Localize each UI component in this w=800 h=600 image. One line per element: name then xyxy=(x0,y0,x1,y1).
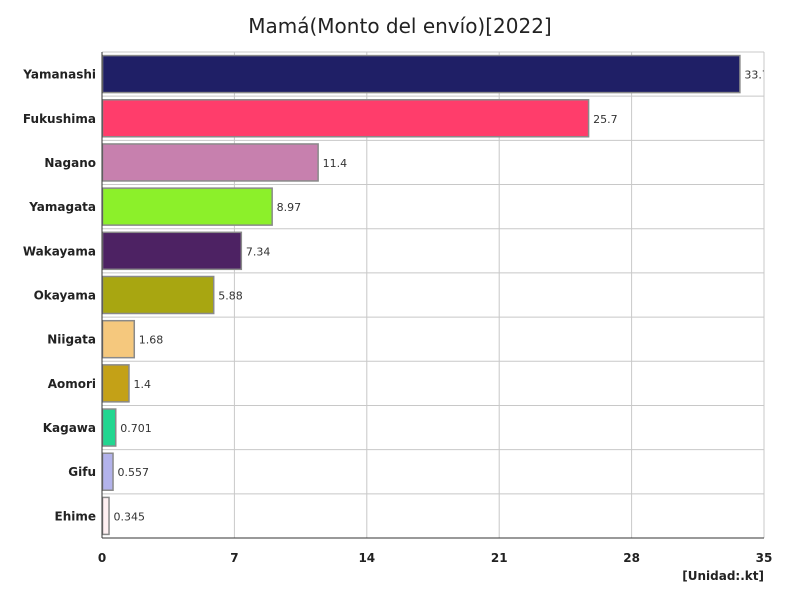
category-label: Ehime xyxy=(55,509,97,523)
bar-yamagata xyxy=(102,187,273,226)
bar-yamanashi xyxy=(102,54,741,94)
category-label: Yamanashi xyxy=(22,68,96,82)
bar-niigata xyxy=(102,319,136,359)
category-label: Niigata xyxy=(47,333,96,347)
bar-okayama xyxy=(102,275,215,315)
value-label: 5.88 xyxy=(218,290,243,303)
bar-kagawa xyxy=(102,408,117,447)
category-label: Yamagata xyxy=(28,200,96,214)
value-label: 0.701 xyxy=(120,422,152,435)
unit-label: [Unidad:.kt] xyxy=(682,569,764,583)
value-label: 0.557 xyxy=(118,466,149,479)
value-label: 25.7 xyxy=(593,113,618,126)
category-label: Fukushima xyxy=(23,112,96,126)
bar-gifu xyxy=(102,452,114,491)
value-label: 8.97 xyxy=(277,201,302,214)
category-label: Kagawa xyxy=(43,421,96,435)
x-tick-label: 21 xyxy=(491,551,508,565)
value-label: 0.345 xyxy=(114,510,145,523)
bar-nagano xyxy=(102,143,319,182)
value-label: 1.4 xyxy=(133,378,151,391)
category-label: Nagano xyxy=(44,156,96,170)
bars-group: 33.7 25.7 11.4 8.97 7.34 5.88 1.68 1.4 0.701 0.55… xyxy=(102,54,769,536)
value-label: 11.4 xyxy=(323,157,348,170)
category-label: Aomori xyxy=(48,377,96,391)
value-label: 1.68 xyxy=(139,334,164,347)
category-label: Gifu xyxy=(68,465,96,479)
category-label: Wakayama xyxy=(23,244,96,258)
chart-title: Mamá(Monto del envío)[2022] xyxy=(248,14,552,38)
bar-ehime xyxy=(102,496,110,536)
x-tick-label: 35 xyxy=(756,551,773,565)
value-label: 7.34 xyxy=(246,245,271,258)
bar-aomori xyxy=(102,364,130,403)
bar-fukushima xyxy=(102,99,590,138)
x-tick-label: 28 xyxy=(623,551,640,565)
x-tick-label: 0 xyxy=(98,551,106,565)
x-tick-label: 14 xyxy=(358,551,375,565)
x-tick-label: 7 xyxy=(230,551,238,565)
value-label: 33.7 xyxy=(744,69,769,82)
bar-wakayama xyxy=(102,231,243,271)
category-label: Okayama xyxy=(34,289,96,303)
